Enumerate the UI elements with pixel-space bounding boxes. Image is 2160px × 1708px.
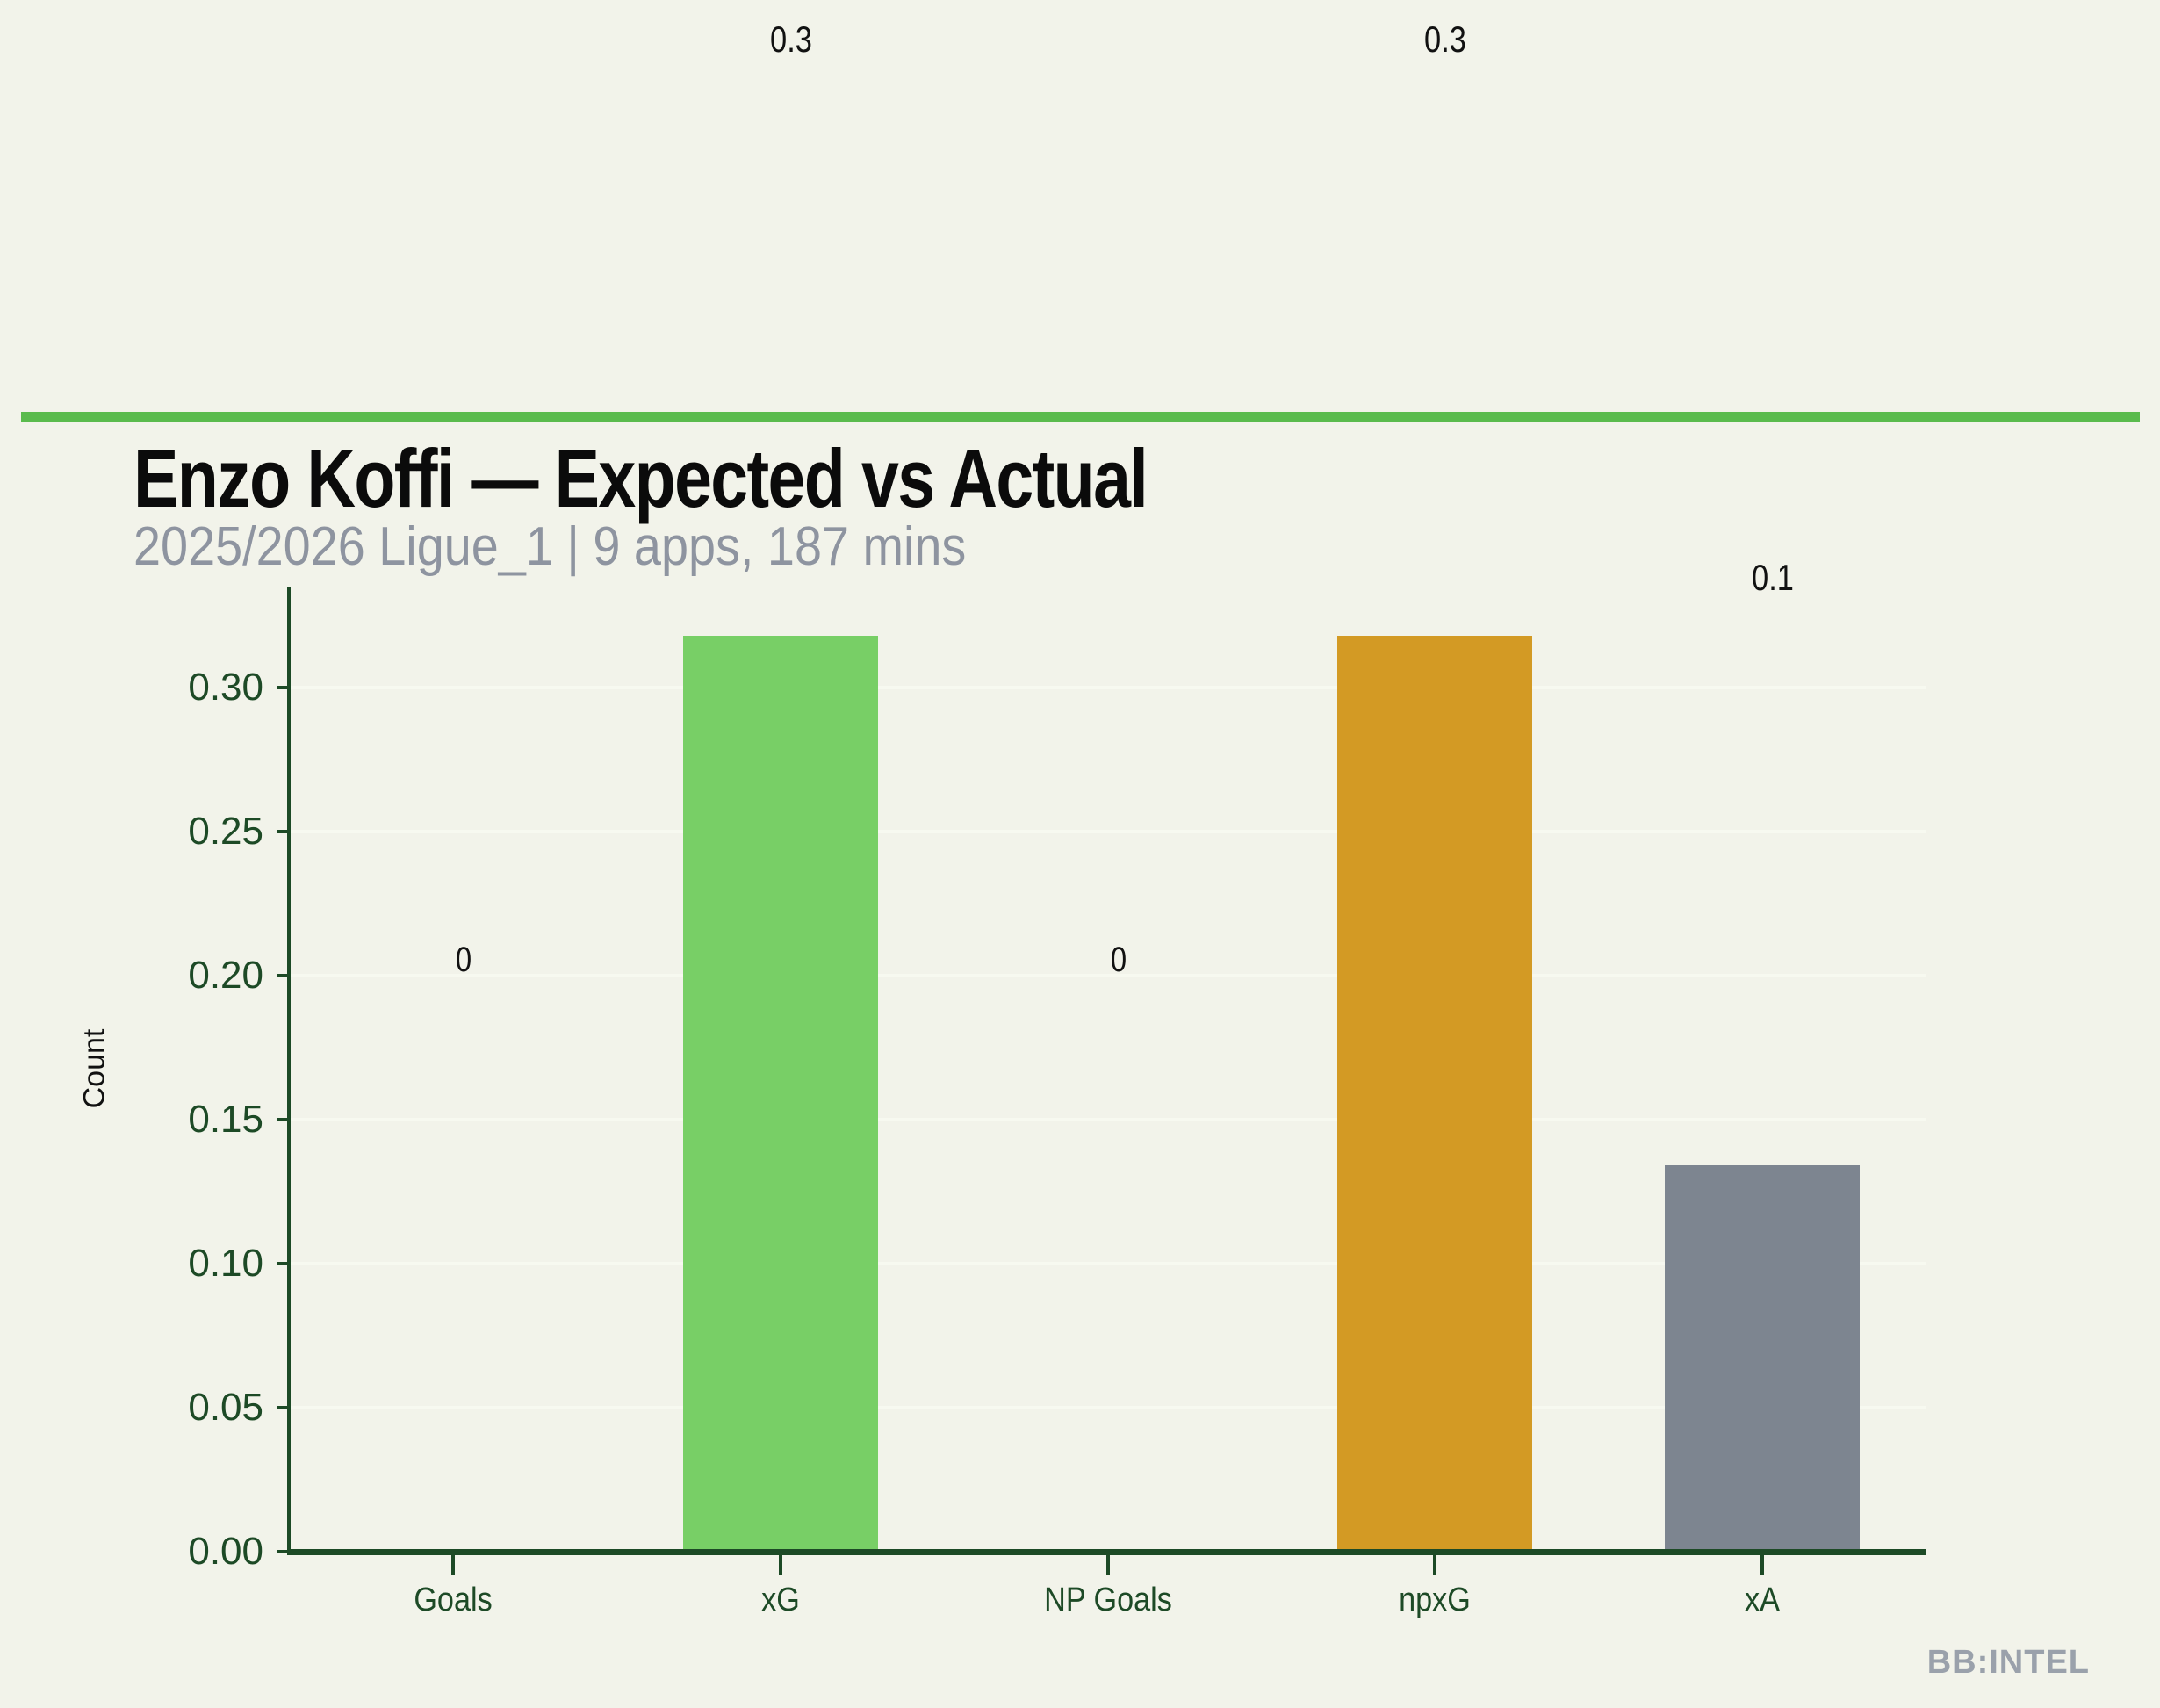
page-subtitle: 2025/2026 Ligue_1 | 9 apps, 187 mins: [133, 516, 967, 577]
y-axis-tick-label: 0.20: [188, 954, 263, 997]
watermark-text: BB:INTEL: [1926, 1644, 2090, 1681]
y-axis-tick-label: 0.00: [188, 1530, 263, 1573]
x-axis-tick: [1105, 1555, 1110, 1575]
y-axis-tick-label: 0.30: [188, 666, 263, 709]
x-axis-category-label: xA: [1744, 1582, 1780, 1618]
y-axis-tick: [277, 1262, 290, 1265]
y-axis-tick-label: 0.10: [188, 1242, 263, 1285]
x-axis-tick: [451, 1555, 456, 1575]
y-axis-spine: [287, 587, 291, 1555]
x-axis-tick: [1433, 1555, 1437, 1575]
y-gridline: [290, 1118, 1926, 1121]
y-axis-tick-label: 0.05: [188, 1386, 263, 1429]
x-axis-category-label: npxG: [1399, 1582, 1471, 1618]
x-axis-category-label: Goals: [414, 1582, 493, 1618]
y-axis-tick: [277, 686, 290, 689]
y-axis-tick-label: 0.15: [188, 1098, 263, 1141]
y-axis-tick: [277, 1550, 290, 1553]
bar-xa: [1664, 1165, 1860, 1552]
x-axis-line: [290, 1549, 1926, 1555]
bar-value-label: 0: [456, 940, 472, 979]
bar-value-label: 0.3: [769, 18, 812, 60]
y-axis-tick: [277, 1118, 290, 1121]
y-axis-tick-label: 0.25: [188, 810, 263, 853]
y-gridline: [290, 830, 1926, 833]
x-axis-category-label: xG: [761, 1582, 800, 1618]
bar-npxg: [1337, 635, 1533, 1552]
x-axis-category-label: NP Goals: [1043, 1582, 1172, 1618]
page-title: Enzo Koffi — Expected vs Actual: [133, 432, 1148, 524]
bar-xg: [682, 635, 878, 1552]
y-gridline: [290, 686, 1926, 689]
y-axis-tick: [277, 1406, 290, 1409]
bar-value-label: 0: [1110, 940, 1127, 979]
header-divider-rule: [21, 412, 2140, 422]
y-axis-title: Count: [77, 1028, 112, 1109]
y-axis-tick: [277, 974, 290, 977]
x-axis-tick: [778, 1555, 782, 1575]
y-gridline: [290, 974, 1926, 977]
y-gridline: [290, 1406, 1926, 1409]
x-axis-tick: [1760, 1555, 1764, 1575]
y-axis-tick: [277, 830, 290, 833]
bar-value-label: 0.3: [1424, 18, 1467, 60]
bar-value-label: 0.1: [1751, 557, 1794, 598]
y-gridline: [290, 1262, 1926, 1265]
